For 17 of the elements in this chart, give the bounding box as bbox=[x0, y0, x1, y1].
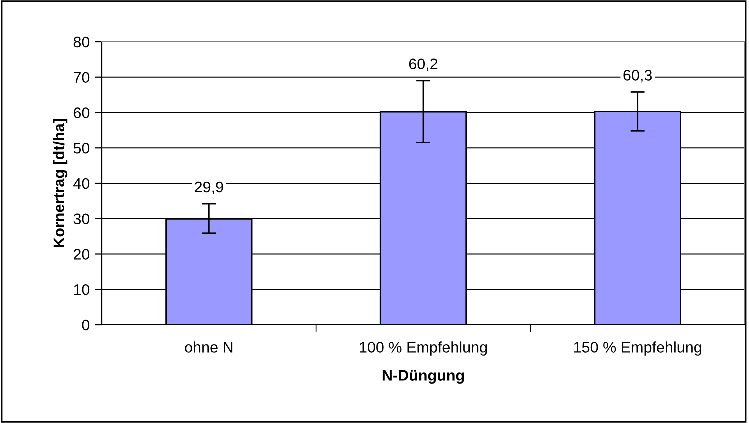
x-tick-label: 150 % Empfehlung bbox=[574, 342, 702, 356]
y-tick-label: 80 bbox=[74, 36, 90, 48]
data-label: 60,3 bbox=[624, 70, 652, 83]
y-tick-label: 50 bbox=[74, 142, 90, 154]
y-tick-label: 70 bbox=[74, 72, 90, 84]
y-axis-title: Kornertrag [dt/ha] bbox=[53, 119, 68, 248]
data-label: 29,9 bbox=[195, 182, 224, 194]
y-tick-label: 30 bbox=[74, 214, 90, 225]
y-tick-label: 60 bbox=[74, 108, 90, 118]
y-tick-label: 0 bbox=[82, 320, 90, 331]
y-tick-label: 10 bbox=[74, 284, 90, 296]
x-axis-title: N-Düngung bbox=[382, 370, 464, 384]
y-tick-label: 40 bbox=[74, 178, 90, 190]
y-tick-label: 20 bbox=[74, 249, 90, 260]
x-tick-label: 100 % Empfehlung bbox=[360, 342, 488, 356]
x-tick-label: ohne N bbox=[185, 342, 233, 353]
data-label: 60,2 bbox=[409, 58, 438, 72]
